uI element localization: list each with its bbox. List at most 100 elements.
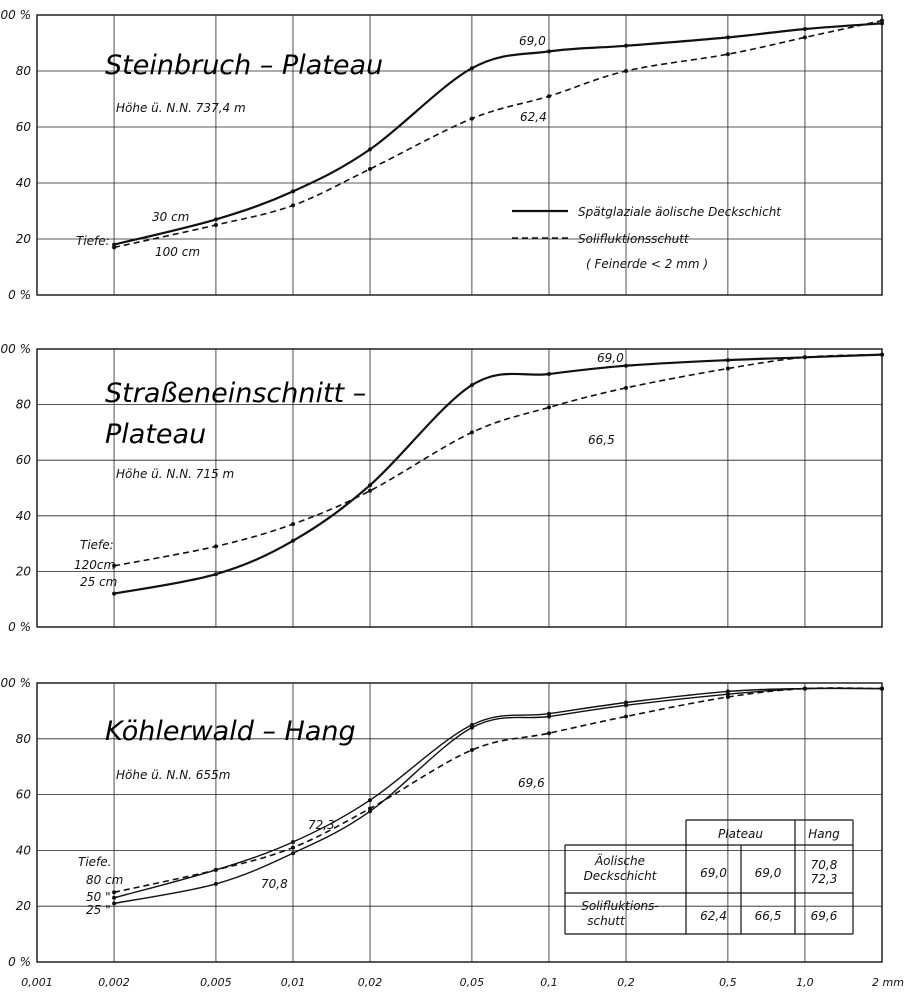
series-line	[113, 687, 883, 905]
data-point	[368, 167, 372, 171]
panel-2: 100 % 80 60 40 20 0 % Straßeneinschnitt – Plate…	[0, 342, 884, 634]
table-row-label: Deckschicht	[584, 869, 658, 883]
data-point	[368, 483, 372, 488]
table-header: Hang	[808, 827, 840, 841]
table-cell: 69,0	[755, 866, 782, 880]
series-line	[113, 687, 883, 899]
y-tick-label: 60	[16, 120, 32, 134]
data-point	[725, 52, 730, 57]
data-point	[624, 714, 628, 719]
table-cell: 69,0	[700, 866, 727, 880]
data-point	[469, 430, 474, 435]
data-point	[547, 711, 551, 716]
y-tick-label: 20	[16, 899, 32, 913]
series-depth-label: 25 cm	[80, 575, 117, 589]
data-point	[880, 352, 884, 357]
panel-1: 100 % 80 60 40 20 0 % Steinbruch – Plateau Höhe…	[0, 8, 884, 302]
series-line	[113, 353, 883, 595]
data-point	[547, 405, 551, 410]
x-tick-label: 0,5	[719, 976, 737, 989]
data-point	[469, 66, 474, 71]
data-point	[725, 366, 730, 371]
data-point	[213, 544, 218, 549]
data-point	[880, 21, 884, 26]
legend-label: Solifluktionsschutt	[578, 232, 690, 246]
data-point	[725, 689, 730, 694]
data-point	[469, 383, 474, 388]
series-end-value: 69,0	[597, 351, 624, 365]
data-point	[291, 538, 295, 543]
x-tick-label: 0,1	[540, 976, 558, 989]
series-end-value: 72,3	[308, 818, 335, 832]
data-point	[213, 217, 218, 222]
series-line	[113, 687, 883, 894]
panel-subtitle: Höhe ü. N.N. 655m	[116, 768, 230, 782]
table-row-label: Äolische	[594, 853, 645, 868]
panel-title: Köhlerwald – Hang	[105, 716, 356, 747]
series-line	[113, 22, 883, 246]
data-point	[112, 890, 117, 895]
data-point	[547, 731, 551, 736]
x-tick-label: 1,0	[796, 976, 814, 989]
y-tick-label: 40	[16, 843, 32, 857]
y-tick-label: 80	[16, 64, 32, 78]
data-point	[291, 203, 295, 208]
series-end-value: 70,8	[261, 877, 288, 891]
data-point	[624, 700, 628, 705]
panel-subtitle: Höhe ü. N.N. 715 m	[116, 467, 234, 481]
panel-title: Straßeneinschnitt –	[105, 378, 366, 409]
data-point	[213, 223, 218, 227]
series-end-value: 69,6	[518, 776, 545, 790]
data-point	[547, 94, 551, 99]
x-tick-label: 0,05	[460, 976, 485, 989]
x-tick-label: 0,01	[281, 976, 306, 989]
data-point	[624, 385, 628, 390]
x-tick-label: 2 mm	[872, 976, 904, 989]
y-tick-label: 0 %	[8, 620, 31, 634]
legend-note: ( Feinerde < 2 mm )	[586, 257, 708, 271]
table-cell: 72,3	[811, 872, 838, 886]
data-point	[880, 18, 884, 23]
x-tick-label: 0,02	[358, 976, 383, 989]
data-point	[469, 748, 474, 752]
data-point	[112, 901, 117, 906]
data-point	[291, 840, 295, 844]
data-point	[802, 27, 807, 31]
data-point	[469, 722, 474, 727]
y-tick-label: 0 %	[8, 288, 31, 302]
data-point	[547, 49, 551, 54]
data-point	[368, 798, 372, 803]
data-point	[112, 242, 117, 247]
plot-frame	[36, 682, 883, 963]
data-point	[802, 35, 807, 40]
x-tick-label: 0,005	[200, 976, 232, 989]
data-point	[112, 563, 117, 568]
data-point	[725, 692, 730, 697]
legend-label: Spätglaziale äolische Deckschicht	[578, 205, 782, 219]
legend: Spätglaziale äolische Deckschicht Soliflu…	[512, 205, 782, 271]
series-end-value: 62,4	[520, 110, 547, 124]
data-point	[368, 806, 372, 811]
x-tick-label: 0,001	[21, 976, 53, 989]
data-point	[547, 714, 551, 719]
data-point	[112, 895, 117, 900]
data-point	[291, 189, 295, 194]
data-point	[213, 867, 218, 872]
table-row-label: Solifluktions-	[581, 899, 659, 913]
panel-subtitle: Höhe ü. N.N. 737,4 m	[116, 101, 246, 115]
y-tick-label: 20	[16, 232, 32, 246]
shared-x-axis: 0,001 0,002 0,005 0,01 0,02 0,05 0,1 0,2 0,5 1,0 2…	[21, 976, 904, 989]
y-tick-label: 100 %	[0, 342, 31, 356]
data-point	[112, 591, 117, 596]
data-point	[291, 851, 295, 856]
data-point	[624, 69, 628, 73]
series-end-value: 66,5	[588, 433, 615, 447]
data-point	[291, 845, 295, 850]
data-point	[725, 695, 730, 699]
data-point	[368, 147, 372, 152]
data-point	[624, 703, 628, 708]
series-end-value: 69,0	[519, 34, 546, 48]
series-depth-label: 120cm	[74, 558, 115, 572]
data-point	[624, 43, 628, 48]
